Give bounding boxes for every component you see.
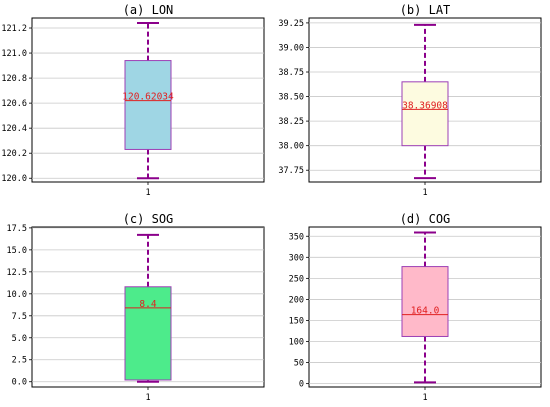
panel-d-box	[401, 266, 449, 337]
panel-d-y-tick-label: 0	[299, 380, 304, 390]
panel-a-y-tick-label: 120.0	[1, 174, 27, 184]
panel-c-y-tick-label: 5.0	[12, 334, 27, 344]
panel-b-y-tick-label: 38.25	[278, 117, 304, 127]
panel-c-y-tick-label: 7.5	[12, 312, 27, 322]
panel-a-median-label: 120.62034	[122, 92, 174, 103]
panel-d: (d) COG 0 50 100 150 200 250 300 350 164.0 1	[289, 212, 542, 403]
panel-a-y-tick-label: 120.6	[1, 99, 27, 109]
panel-d-y-tick-label: 300	[289, 253, 304, 263]
panel-d-y-tick-label: 50	[294, 359, 304, 369]
panel-d-y-axis: 0 50 100 150 200 250 300 350	[289, 232, 426, 390]
panel-c-y-tick-label: 2.5	[12, 356, 27, 366]
panel-d-median-label: 164.0	[411, 306, 440, 317]
panel-c-x-tick-label: 1	[145, 393, 150, 403]
panel-b-y-axis: 37.75 38.00 38.25 38.50 38.75 39.00 39.25	[278, 19, 426, 185]
panel-c-y-tick-label: 10.0	[7, 290, 27, 300]
panel-c-y-tick-label: 15.0	[7, 246, 27, 256]
panel-a-y-tick-label: 120.4	[1, 124, 27, 134]
panel-c: (c) SOG 0.0 2.5 5.0 7.5 10.0 12.5 15.0 17.5 8.4…	[7, 212, 265, 403]
panel-b-x-tick-label: 1	[422, 188, 427, 198]
panel-c-boxplot: 8.4	[124, 233, 172, 383]
panel-a-title: (a) LON	[123, 3, 174, 17]
panel-d-y-tick-label: 150	[289, 316, 304, 326]
panel-c-y-tick-label: 17.5	[7, 224, 27, 234]
panel-a-y-tick-label: 120.8	[1, 74, 27, 84]
panel-c-y-tick-label: 12.5	[7, 268, 27, 278]
panel-b-box	[401, 81, 449, 147]
panel-b-title: (b) LAT	[400, 3, 451, 17]
panel-c-median-label: 8.4	[139, 299, 156, 310]
panel-d-boxplot: 164.0	[401, 231, 449, 384]
panel-b-y-tick-label: 38.00	[278, 142, 304, 152]
panel-d-title: (d) COG	[400, 212, 451, 226]
panel-a-x-tick-label: 1	[145, 188, 150, 198]
panel-a-y-tick-label: 121.0	[1, 49, 27, 59]
panel-d-y-tick-label: 200	[289, 295, 304, 305]
panel-a-boxplot: 120.62034	[122, 22, 174, 180]
panel-b-boxplot: 38.36908	[401, 23, 449, 180]
panel-b-y-tick-label: 37.75	[278, 166, 304, 176]
panel-b-y-tick-label: 39.00	[278, 43, 304, 53]
panel-a: (a) LON 120.0120.2120.4120.6120.8121.012…	[1, 3, 265, 198]
panel-b: (b) LAT 37.75 38.00 38.25 38.50 38.75 39.00 39…	[278, 3, 542, 198]
panel-a-gridlines	[32, 27, 264, 179]
panel-d-y-tick-label: 100	[289, 338, 304, 348]
panel-d-y-tick-label: 350	[289, 232, 304, 242]
panel-b-y-tick-label: 38.50	[278, 93, 304, 103]
panel-c-y-tick-label: 0.0	[12, 378, 27, 388]
panel-a-y-axis: 120.0 120.2 120.4 120.6 120.8 121.0 121.2	[1, 24, 149, 185]
panel-b-y-tick-label: 38.75	[278, 68, 304, 78]
panel-a-y-tick-label: 121.2	[1, 24, 27, 34]
panel-c-box	[124, 286, 172, 381]
panel-b-median-label: 38.36908	[402, 100, 448, 111]
panel-c-y-axis: 0.0 2.5 5.0 7.5 10.0 12.5 15.0 17.5	[7, 224, 149, 390]
panel-d-y-tick-label: 250	[289, 274, 304, 284]
panel-c-title: (c) SOG	[123, 212, 174, 226]
panel-a-box	[124, 60, 172, 150]
panel-d-x-tick-label: 1	[422, 393, 427, 403]
panel-b-y-tick-label: 39.25	[278, 19, 304, 29]
panel-a-y-tick-label: 120.2	[1, 149, 27, 159]
